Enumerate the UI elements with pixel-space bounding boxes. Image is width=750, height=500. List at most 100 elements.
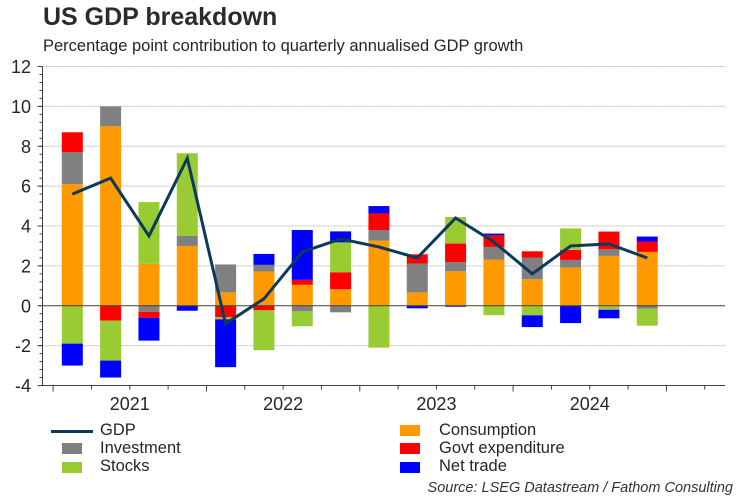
bar-stocks	[291, 311, 313, 327]
bar-stocks	[61, 305, 83, 344]
bar-consumption	[445, 271, 467, 306]
y-tick-label: -4	[15, 376, 31, 396]
y-tick-label: 2	[21, 256, 31, 276]
legend-swatch-govt-expenditure	[400, 443, 420, 454]
bar-net-trade	[521, 315, 543, 328]
bar-govt-expenditure	[636, 241, 658, 252]
bar-investment	[598, 249, 620, 256]
bar-govt-expenditure	[215, 305, 237, 318]
y-tick-labels: -4 -2 0 2 4 6 8 10 12	[11, 57, 31, 396]
legend-label-consumption: Consumption	[439, 421, 537, 439]
bar-net-trade	[406, 305, 428, 309]
bar-stocks	[483, 305, 505, 316]
gdp-line-group	[71, 153, 648, 327]
bar-investment	[406, 263, 428, 293]
bar-net-trade	[253, 253, 275, 265]
axes	[37, 66, 725, 392]
legend-label-govt-expenditure: Govt expenditure	[439, 439, 565, 457]
legend-label-gdp: GDP	[100, 421, 136, 439]
bar-consumption	[100, 126, 122, 306]
bar-net-trade	[330, 231, 352, 243]
y-tick-label: 6	[21, 177, 31, 197]
bar-govt-expenditure	[368, 213, 390, 230]
y-tick-label: 0	[21, 296, 31, 316]
bar-net-trade	[368, 206, 390, 214]
bar-investment	[215, 264, 237, 293]
bar-investment	[330, 305, 352, 313]
bar-investment	[636, 305, 658, 309]
x-tick-label: 2023	[416, 394, 456, 414]
bar-govt-expenditure	[291, 279, 313, 285]
y-tick-label: 12	[11, 57, 31, 77]
x-tick-label: 2021	[110, 394, 150, 414]
bar-consumption	[636, 251, 658, 306]
bar-net-trade	[138, 317, 160, 341]
bar-investment	[521, 257, 543, 280]
bar-govt-expenditure	[61, 132, 83, 153]
bar-govt-expenditure	[253, 305, 275, 311]
legend-label-net-trade: Net trade	[439, 457, 507, 475]
x-tick-labels: 2021 2022 2023 2024	[110, 394, 610, 414]
bar-investment	[368, 229, 390, 241]
chart-svg: -4 -2 0 2 4 6 8 10 12 2021 2022 2023 2024	[11, 57, 725, 414]
bar-net-trade	[483, 233, 505, 236]
bar-stocks	[100, 320, 122, 361]
bars	[61, 106, 658, 378]
bar-net-trade	[560, 305, 582, 324]
bar-consumption	[176, 245, 198, 306]
bar-consumption	[61, 184, 83, 306]
bar-net-trade	[215, 319, 237, 368]
bar-govt-expenditure	[330, 272, 352, 290]
bar-net-trade	[100, 360, 122, 378]
y-tick-label: 8	[21, 137, 31, 157]
x-tick-label: 2022	[263, 394, 303, 414]
bar-investment	[253, 264, 275, 272]
bar-consumption	[406, 292, 428, 306]
bar-stocks	[176, 153, 198, 236]
legend-label-stocks: Stocks	[100, 457, 150, 475]
bar-net-trade	[291, 229, 313, 280]
x-tick-label: 2024	[570, 394, 610, 414]
bar-govt-expenditure	[100, 305, 122, 321]
legend-swatch-consumption	[400, 425, 420, 436]
bar-consumption	[138, 263, 160, 306]
bar-net-trade	[61, 343, 83, 366]
bar-stocks	[636, 308, 658, 326]
bar-consumption	[368, 240, 390, 306]
bar-stocks	[330, 242, 352, 273]
bar-govt-expenditure	[445, 243, 467, 263]
bar-stocks	[521, 305, 543, 316]
bar-stocks	[598, 305, 620, 310]
chart-subtitle: Percentage point contribution to quarter…	[43, 37, 524, 55]
bar-consumption	[291, 284, 313, 306]
bar-net-trade	[176, 305, 198, 311]
bar-consumption	[330, 289, 352, 306]
bar-investment	[100, 106, 122, 127]
legend-swatch-net-trade	[400, 462, 420, 473]
bar-consumption	[521, 279, 543, 306]
bar-investment	[176, 235, 198, 246]
bar-investment	[445, 262, 467, 272]
bar-consumption	[253, 271, 275, 306]
legend-swatch-stocks	[62, 462, 82, 473]
bar-govt-expenditure	[138, 311, 160, 318]
bar-investment	[560, 259, 582, 268]
bar-net-trade	[636, 236, 658, 242]
bar-investment	[483, 246, 505, 260]
chart-title: US GDP breakdown	[43, 3, 278, 31]
bar-consumption	[598, 255, 620, 306]
y-tick-label: 4	[21, 217, 31, 237]
y-tick-label: 10	[11, 97, 31, 117]
legend-label-investment: Investment	[100, 439, 181, 457]
bar-consumption	[560, 267, 582, 306]
bar-stocks	[253, 310, 275, 351]
bar-investment	[61, 152, 83, 185]
legend-swatch-investment	[62, 443, 82, 454]
bar-net-trade	[598, 309, 620, 319]
legend-swatch-gdp-line	[51, 430, 93, 433]
bar-investment	[138, 305, 160, 312]
bar-govt-expenditure	[521, 251, 543, 258]
bar-investment	[291, 305, 313, 312]
gdp-line	[71, 153, 648, 327]
source-note: Source: LSEG Datastream / Fathom Consult…	[427, 480, 733, 496]
